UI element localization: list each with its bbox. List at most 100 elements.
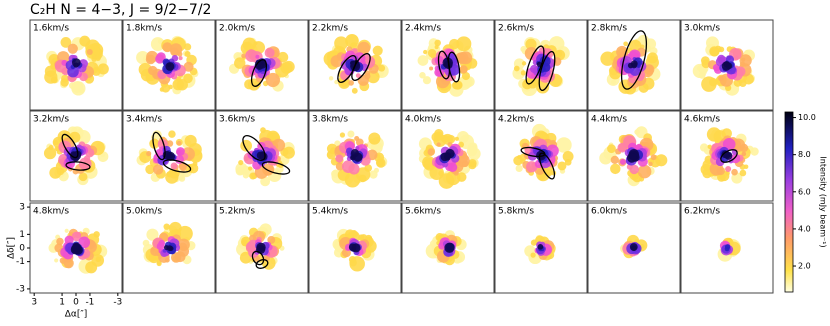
velocity-label: 2.4km/s bbox=[405, 24, 441, 34]
panel: 5.4km/s bbox=[308, 202, 402, 294]
emission-image bbox=[588, 203, 680, 293]
emission-blob bbox=[550, 139, 556, 146]
emission-image bbox=[123, 111, 215, 201]
emission-blob bbox=[168, 246, 174, 252]
contour-region bbox=[447, 51, 461, 83]
emission-blob bbox=[607, 144, 616, 154]
panel-frame bbox=[587, 110, 681, 202]
panel: 2.0km/s bbox=[215, 19, 309, 111]
panel-frame bbox=[494, 19, 588, 111]
emission-blob bbox=[522, 79, 533, 90]
velocity-label: 4.8km/s bbox=[33, 207, 69, 217]
velocity-label: 1.6km/s bbox=[33, 24, 69, 34]
emission-blob bbox=[177, 51, 183, 57]
emission-blob bbox=[54, 146, 60, 151]
emission-blob bbox=[717, 54, 726, 64]
emission-blob bbox=[339, 132, 346, 138]
velocity-label: 3.2km/s bbox=[33, 115, 69, 125]
velocity-label: 5.8km/s bbox=[498, 207, 534, 217]
emission-image bbox=[402, 20, 494, 110]
emission-blob bbox=[459, 65, 468, 74]
emission-blob bbox=[177, 225, 193, 242]
panel-frame bbox=[680, 19, 774, 111]
y-axis-label: Δδ[″] bbox=[7, 237, 17, 259]
panel: 6.2km/s bbox=[680, 202, 774, 294]
emission-image bbox=[30, 111, 122, 201]
emission-blob bbox=[174, 251, 186, 263]
emission-blob bbox=[637, 164, 652, 179]
panel: 2.6km/s bbox=[494, 19, 588, 111]
emission-blob bbox=[335, 154, 344, 163]
y-tick-label: 3 bbox=[19, 203, 25, 213]
emission-image bbox=[30, 20, 122, 110]
emission-blob bbox=[282, 146, 295, 159]
emission-blob bbox=[255, 61, 264, 70]
panel: 1.8km/s bbox=[122, 19, 216, 111]
contour-region bbox=[242, 135, 266, 161]
emission-blob bbox=[348, 243, 357, 251]
emission-blob bbox=[525, 38, 537, 50]
emission-blob bbox=[234, 57, 246, 69]
panel-frame bbox=[29, 19, 123, 111]
emission-blob bbox=[48, 145, 54, 151]
emission-blob bbox=[440, 152, 450, 162]
emission-image bbox=[495, 203, 587, 293]
emission-blob bbox=[427, 148, 435, 156]
emission-blob bbox=[79, 35, 91, 47]
emission-blob bbox=[634, 129, 640, 135]
panel: 2.4km/s bbox=[401, 19, 495, 111]
emission-blob bbox=[709, 78, 718, 87]
emission-blob bbox=[248, 166, 253, 171]
emission-blob bbox=[348, 80, 354, 86]
emission-blob bbox=[626, 152, 637, 163]
emission-blob bbox=[71, 151, 82, 161]
velocity-label: 3.8km/s bbox=[312, 115, 348, 125]
contour-region bbox=[250, 59, 268, 87]
velocity-label: 2.2km/s bbox=[312, 24, 348, 34]
emission-blob bbox=[170, 162, 178, 170]
emission-blob bbox=[334, 79, 339, 85]
panel-frame bbox=[494, 202, 588, 294]
emission-blob bbox=[64, 235, 74, 245]
panel: 4.6km/s bbox=[680, 110, 774, 202]
emission-blob bbox=[456, 52, 469, 65]
x-axis-label: Δα[″] bbox=[65, 310, 87, 320]
panel: 5.8km/s bbox=[494, 202, 588, 294]
emission-blob bbox=[530, 239, 537, 246]
emission-blob bbox=[238, 160, 244, 166]
colorbar-tick-label: 10.0 bbox=[798, 113, 816, 122]
emission-blob bbox=[44, 70, 58, 84]
velocity-label: 3.4km/s bbox=[126, 115, 162, 125]
panel-frame bbox=[680, 202, 774, 294]
panel: 2.8km/s bbox=[587, 19, 681, 111]
velocity-label: 5.0km/s bbox=[126, 207, 162, 217]
emission-blob bbox=[357, 41, 371, 55]
velocity-label: 2.8km/s bbox=[591, 24, 627, 34]
x-tick-label: 3 bbox=[31, 298, 37, 308]
emission-blob bbox=[422, 76, 432, 85]
emission-blob bbox=[71, 243, 82, 254]
velocity-label: 6.2km/s bbox=[684, 207, 720, 217]
emission-blob bbox=[707, 144, 713, 150]
y-tick-label: 1 bbox=[19, 230, 25, 240]
emission-blob bbox=[150, 37, 165, 51]
contour-region bbox=[152, 131, 166, 161]
y-tick-label: -1 bbox=[16, 257, 25, 267]
emission-blob bbox=[60, 78, 69, 87]
emission-blob bbox=[557, 161, 567, 171]
contour-region bbox=[261, 161, 291, 175]
emission-blob bbox=[267, 235, 276, 244]
panel: 3.6km/s bbox=[215, 110, 309, 202]
emission-blob bbox=[372, 45, 383, 56]
emission-blob bbox=[513, 65, 520, 72]
emission-blob bbox=[468, 161, 477, 170]
emission-blob bbox=[517, 155, 522, 160]
emission-blob bbox=[358, 174, 367, 183]
velocity-label: 5.4km/s bbox=[312, 207, 348, 217]
emission-blob bbox=[600, 51, 615, 66]
panel: 3.8km/s bbox=[308, 110, 402, 202]
emission-blob bbox=[345, 34, 359, 48]
emission-blob bbox=[165, 151, 176, 161]
panel-frame bbox=[29, 110, 123, 202]
contour-region bbox=[61, 133, 79, 159]
